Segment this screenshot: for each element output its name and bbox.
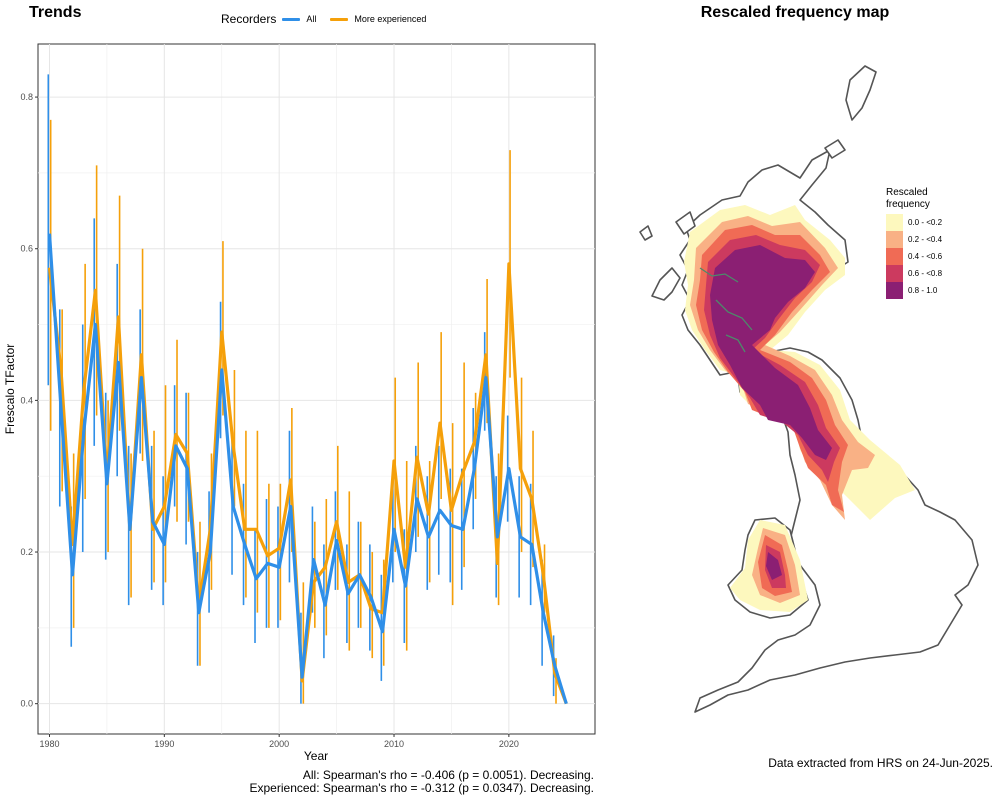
y-tick-label: 0.0	[20, 699, 33, 709]
legend-swatch-experienced	[330, 17, 349, 21]
map-legend-item: 0.2 - <0.4	[886, 231, 942, 248]
map-legend-item: 0.4 - <0.6	[886, 248, 942, 265]
y-tick-label: 0.4	[20, 395, 33, 405]
map-legend-label: 0.8 - 1.0	[908, 286, 938, 295]
frequency-map	[639, 65, 979, 713]
legend-label-experienced: More experienced	[354, 14, 427, 24]
hebrides-outline	[639, 211, 696, 301]
water-features	[699, 267, 753, 353]
trend-chart: 0.0 0.2 0.4 0.6 0.8 1980 1990 2000 2010 2020 Year…	[3, 43, 596, 763]
band-0.8-1.0	[710, 245, 832, 580]
orkney-shetland-outline	[824, 65, 877, 159]
legend-title: Recorders	[221, 12, 277, 26]
map-legend: Rescaled frequency 0.0 - <0.2 0.2 - <0.4…	[886, 187, 942, 299]
map-legend-key	[886, 214, 903, 231]
map-legend-item: 0.8 - 1.0	[886, 282, 942, 299]
map-legend-title: Rescaled frequency	[886, 187, 942, 211]
map-legend-title-line: Rescaled	[886, 187, 928, 198]
map-legend-label: 0.2 - <0.4	[908, 235, 943, 244]
map-legend-key	[886, 282, 903, 299]
loch-line-3	[725, 334, 746, 353]
x-tick-label: 2000	[269, 739, 289, 749]
loch-line-2	[715, 299, 753, 331]
map-legend-label: 0.4 - <0.6	[908, 252, 943, 261]
x-axis-label: Year	[304, 749, 328, 763]
x-tick-label: 1990	[154, 739, 174, 749]
source-note: Data extracted from HRS on 24-Jun-2025.	[768, 756, 993, 770]
map-legend-title-line: frequency	[886, 199, 930, 210]
map-legend-item: 0.6 - <0.8	[886, 265, 942, 282]
stat-experienced: Experienced: Spearman's rho = -0.312 (p …	[249, 781, 595, 795]
y-tick-label: 0.6	[20, 244, 33, 254]
legend-label-all: All	[306, 14, 317, 24]
y-tick-label: 0.8	[20, 92, 33, 102]
chart-title: Trends	[29, 4, 82, 21]
chart-legend: Recorders All More experienced	[221, 12, 434, 26]
map-legend-label: 0.6 - <0.8	[908, 269, 943, 278]
map-title: Rescaled frequency map	[700, 4, 890, 21]
x-tick-label: 2010	[384, 739, 404, 749]
series-line	[47, 233, 568, 705]
map-legend-item: 0.0 - <0.2	[886, 214, 942, 231]
x-tick-label: 1980	[39, 739, 59, 749]
map-legend-label: 0.0 - <0.2	[908, 218, 943, 227]
loch-line-1	[699, 267, 739, 283]
plot-panel	[37, 43, 596, 735]
frequency-bands	[684, 205, 915, 612]
legend-swatch-all	[282, 17, 301, 21]
map-legend-key	[886, 265, 903, 282]
y-axis-label: Frescalo TFactor	[3, 344, 17, 434]
map-legend-key	[886, 231, 903, 248]
y-tick-label: 0.2	[20, 547, 33, 557]
x-tick-label: 2020	[499, 739, 519, 749]
map-legend-key	[886, 248, 903, 265]
stat-all: All: Spearman's rho = -0.406 (p = 0.0051…	[302, 768, 594, 782]
